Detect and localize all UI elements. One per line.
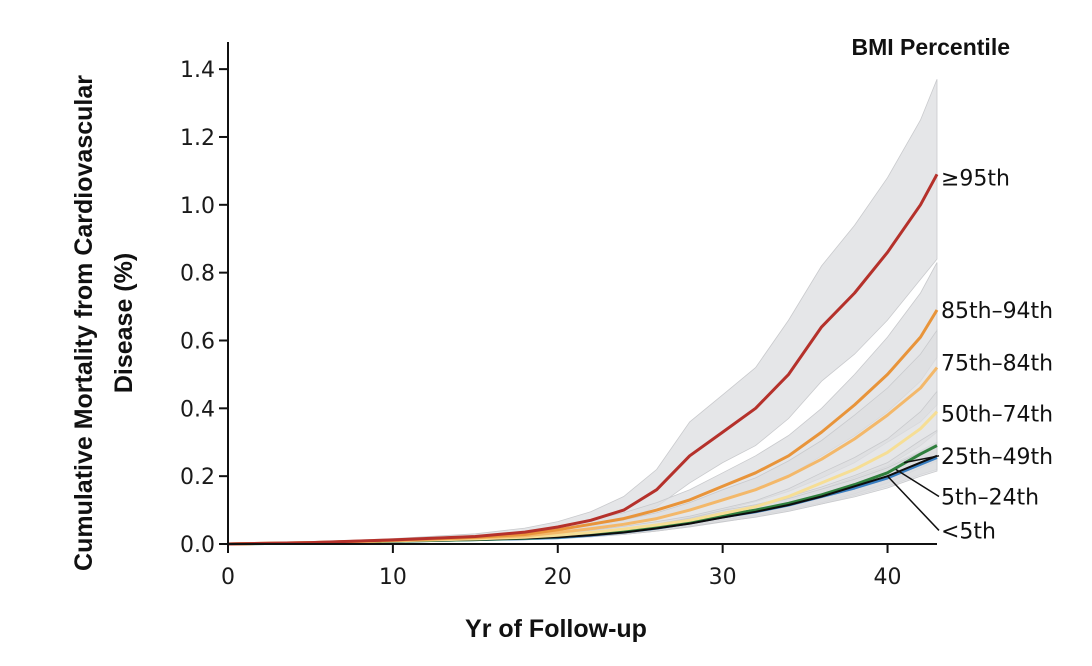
series-label: 5th–24th [941, 486, 1039, 511]
series-line [227, 173, 939, 546]
axis-ticks: 0.0 0.2 0.4 0.6 0.8 1.0 1.2 1.4 0 10 20 30 40 [180, 58, 902, 590]
label-leader-line [903, 455, 940, 464]
y-axis-title: Cumulative Mortality from Cardiovascular… [70, 75, 138, 571]
series-label: ≥95th [941, 167, 1010, 192]
confidence-bands [227, 79, 938, 545]
y-tick-label: 0.6 [180, 329, 215, 354]
x-tick-label: 30 [709, 565, 737, 590]
y-tick-label: 0.8 [180, 262, 215, 287]
y-tick-label: 1.2 [180, 126, 215, 151]
y-tick-label: 0.0 [180, 533, 215, 558]
series-label: 50th–74th [941, 402, 1053, 427]
label-leader-line [895, 468, 940, 498]
y-tick-label: 1.0 [180, 194, 215, 219]
series-labels: ≥95th 85th–94th 75th–84th 50th–74th 25th–49t… [886, 167, 1053, 544]
x-tick-label: 40 [874, 565, 902, 590]
series-label: 75th–84th [941, 352, 1053, 377]
x-tick-label: 20 [544, 565, 572, 590]
series-label: 85th–94th [941, 299, 1053, 324]
series-lines [227, 173, 939, 546]
series-label: 25th–49th [941, 445, 1053, 470]
y-tick-label: 1.4 [180, 58, 215, 83]
x-tick-label: 10 [379, 565, 407, 590]
y-tick-label: 0.4 [180, 397, 215, 422]
y-tick-label: 0.2 [180, 465, 215, 490]
x-tick-label: 0 [221, 565, 235, 590]
series-label: <5th [941, 519, 996, 544]
legend-title: BMI Percentile [852, 34, 1011, 60]
y-axis-title-line2: Disease (%) [110, 253, 138, 393]
x-axis-title: Yr of Follow-up [465, 615, 647, 643]
y-axis-title-line1: Cumulative Mortality from Cardiovascular [70, 75, 98, 571]
label-leader-line [886, 475, 940, 531]
axes [227, 42, 937, 545]
